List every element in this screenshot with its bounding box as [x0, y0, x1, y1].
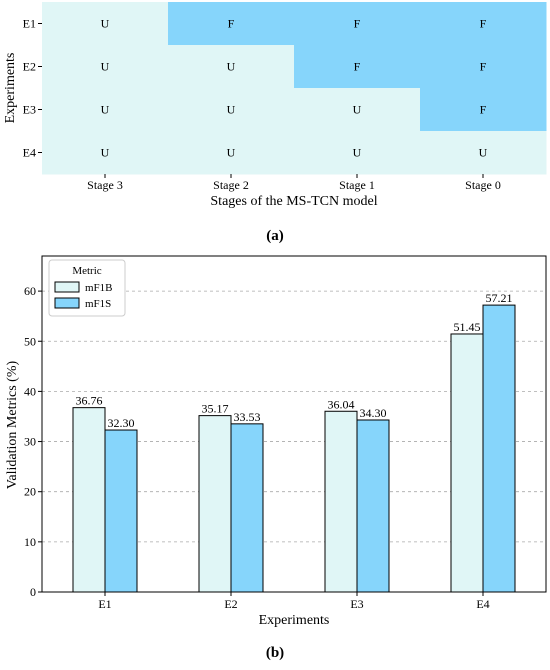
legend-title: Metric	[72, 265, 101, 277]
bar-mf1s	[230, 423, 264, 593]
heatmap-cell	[294, 131, 421, 175]
panel-a-heatmap: U F F F U U F F U U U F U U U U E1 E2 E3 E4 Stage 3 Stage 2…	[3, 2, 547, 209]
heatmap-cell	[42, 88, 169, 132]
heatmap-x-tick-labels: Stage 3 Stage 2 Stage 1 Stage 0	[87, 174, 501, 192]
heatmap-x-tick-label: Stage 3	[87, 178, 123, 192]
bar-mf1s	[482, 304, 516, 593]
heatmap-cell	[294, 88, 421, 132]
bar-chart-y-tick-label: 40	[24, 384, 36, 398]
heatmap-cell	[420, 45, 547, 89]
heatmap-x-tick-label: Stage 0	[465, 178, 501, 192]
heatmap-cell	[42, 131, 169, 175]
heatmap-cell	[294, 2, 421, 46]
bar-value-label: 57.21	[486, 291, 513, 305]
heatmap-cell	[420, 131, 547, 175]
bar-mf1b	[324, 410, 358, 593]
bar-mf1b	[450, 333, 484, 593]
heatmap-y-axis-title: Experiments	[3, 53, 18, 124]
bar-chart-x-tick-label: E2	[224, 597, 237, 611]
heatmap-cell-label: U	[101, 146, 110, 160]
bar-chart-x-ticks: E1 E2 E3 E4	[98, 592, 490, 611]
heatmap-cell-label: U	[227, 60, 236, 74]
bar-chart-x-tick-label: E3	[350, 597, 363, 611]
bar-chart-bars	[72, 304, 516, 593]
bar-chart-axes	[41, 255, 547, 593]
legend-swatch-mf1s	[54, 297, 80, 309]
legend-label-mf1s: mF1S	[85, 298, 111, 310]
heatmap-y-tick-labels: E1 E2 E3 E4	[23, 17, 42, 160]
heatmap-y-tick-label: E3	[23, 103, 36, 117]
bar-chart-legend: Metric mF1B mF1S	[48, 259, 126, 317]
bar-value-label: 32.30	[108, 416, 135, 430]
bar-chart-y-tick-label: 30	[24, 435, 36, 449]
heatmap-cells: U F F F U U F F U U U F U U U U	[42, 2, 547, 175]
heatmap-cell-label: F	[480, 60, 487, 74]
heatmap-x-tick-label: Stage 1	[339, 178, 375, 192]
heatmap-cell	[420, 2, 547, 46]
bar-mf1s	[356, 419, 390, 593]
heatmap-cell-label: F	[228, 17, 235, 31]
heatmap-y-tick-label: E2	[23, 60, 36, 74]
bar-value-label: 36.04	[328, 397, 355, 411]
heatmap-cell-label: U	[101, 103, 110, 117]
bar-chart-y-tick-label: 60	[24, 284, 36, 298]
bar-chart-y-tick-label: 0	[30, 585, 36, 599]
heatmap-x-axis-title: Stages of the MS-TCN model	[210, 194, 377, 209]
heatmap-cell-label: F	[354, 60, 361, 74]
panel-b-caption: (b)	[0, 645, 550, 662]
bar-value-label: 33.53	[234, 410, 261, 424]
heatmap-y-tick-label: E4	[23, 146, 36, 160]
legend-swatch-mf1b	[54, 281, 80, 293]
heatmap-cell-label: F	[480, 103, 487, 117]
heatmap-x-tick-label: Stage 2	[213, 178, 249, 192]
bar-value-label: 51.45	[454, 320, 481, 334]
heatmap-cell-label: U	[479, 146, 488, 160]
heatmap-cell-label: U	[353, 146, 362, 160]
bar-chart-y-ticks: 0 10 20 30 40 50 60	[24, 284, 42, 599]
heatmap-cell-label: U	[227, 103, 236, 117]
bar-mf1b	[72, 407, 106, 593]
bar-chart-data-labels: 36.76 32.30 35.17 33.53 36.04 34.30 51.45 57.21	[76, 291, 513, 430]
heatmap-cell	[168, 2, 295, 46]
heatmap-cell	[42, 45, 169, 89]
bar-chart-frame	[41, 255, 547, 593]
heatmap-cell-label: U	[227, 146, 236, 160]
heatmap-cell	[42, 2, 169, 46]
bar-chart-x-tick-label: E4	[476, 597, 489, 611]
bar-value-label: 36.76	[76, 394, 103, 408]
bar-value-label: 35.17	[202, 402, 229, 416]
bar-chart-y-tick-label: 20	[24, 485, 36, 499]
bar-chart-x-axis-title: Experiments	[259, 613, 330, 628]
heatmap-cell-label: U	[353, 103, 362, 117]
heatmap-cell-label: F	[354, 17, 361, 31]
panel-a-caption-text: (a)	[266, 228, 284, 244]
heatmap-y-tick-label: E1	[23, 17, 36, 31]
heatmap-cell-label: F	[480, 17, 487, 31]
bar-chart-x-tick-label: E1	[98, 597, 111, 611]
panel-a-caption: (a)	[0, 228, 550, 245]
legend-label-mf1b: mF1B	[85, 282, 113, 294]
heatmap-cell	[420, 88, 547, 132]
bar-mf1s	[104, 429, 138, 593]
heatmap-cell-label: U	[101, 60, 110, 74]
heatmap-cell	[168, 88, 295, 132]
bar-chart-y-axis-title: Validation Metrics (%)	[5, 361, 20, 490]
heatmap-cell	[168, 131, 295, 175]
heatmap-cell-label: U	[101, 17, 110, 31]
bar-chart-y-tick-label: 10	[24, 535, 36, 549]
bar-chart-y-tick-label: 50	[24, 334, 36, 348]
bar-value-label: 34.30	[360, 406, 387, 420]
panel-b-caption-text: (b)	[265, 645, 285, 661]
bar-mf1b	[198, 415, 232, 593]
heatmap-cell	[168, 45, 295, 89]
heatmap-cell	[294, 45, 421, 89]
